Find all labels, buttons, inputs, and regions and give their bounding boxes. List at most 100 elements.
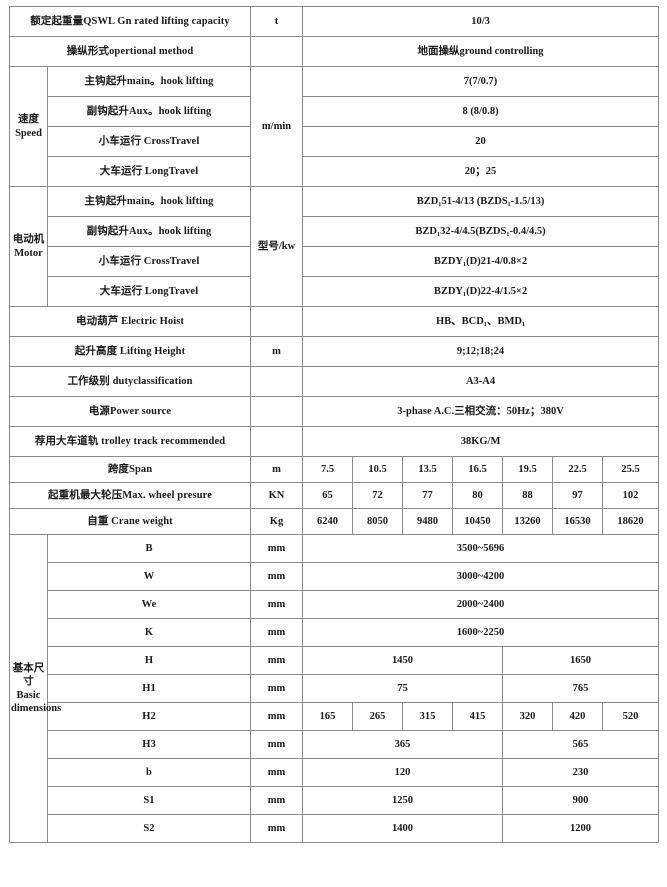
row-value-dim-k: 1600~2250 [302, 618, 660, 647]
row-label-speed-main-hook: 主钩起升main。hook lifting [46, 66, 252, 97]
row-value-speed-aux-hook: 8 (8/0.8) [302, 96, 660, 127]
row-value-trolley-track: 38KG/M [302, 426, 660, 457]
crane-weight-value-6: 16530 [552, 508, 604, 535]
row-value-dim-b-lower-right: 230 [502, 758, 660, 787]
span-value-2: 10.5 [352, 456, 404, 483]
row-label-speed-cross-travel: 小车运行 CrossTravel [46, 126, 252, 157]
row-unit-speed: m/min [250, 66, 304, 187]
crane-weight-value-2: 8050 [352, 508, 404, 535]
table-row-duty-classification: 工作级别 dutyclassification A3-A4 [8, 366, 660, 397]
table-row-dim-s1: S1 mm 1250 900 [10, 786, 660, 815]
span-value-7: 25.5 [602, 456, 660, 483]
wheel-pressure-value-7: 102 [602, 482, 660, 509]
row-label-lifting-height: 起升高度 Lifting Height [8, 336, 252, 367]
crane-weight-value-7: 18620 [602, 508, 660, 535]
row-unit-motor: 型号/kw [250, 186, 304, 307]
row-unit-power-source [250, 396, 304, 427]
row-unit-dim-h1: mm [250, 674, 304, 703]
crane-weight-value-3: 9480 [402, 508, 454, 535]
table-row-operational-method: 操纵形式opertional method 地面操纵ground control… [8, 36, 660, 67]
row-value-speed-main-hook: 7(7/0.7) [302, 66, 660, 97]
group-label-speed: 速度 Speed [9, 66, 48, 187]
table-row-dim-we: We mm 2000~2400 [10, 590, 660, 619]
crane-weight-value-5: 13260 [502, 508, 554, 535]
row-label-dim-b: B [46, 534, 252, 563]
wheel-pressure-value-3: 77 [402, 482, 454, 509]
table-row-dim-h1: H1 mm 75 765 [10, 674, 660, 703]
row-label-dim-s2: S2 [46, 814, 252, 843]
row-label-motor-aux-hook: 副钩起升Aux。hook lifting [46, 216, 252, 247]
row-label-operational-method: 操纵形式opertional method [8, 36, 252, 67]
table-row-crane-weight: 自重 Crane weight Kg 6240 8050 9480 10450 … [8, 508, 660, 535]
row-value-motor-aux-hook: BZD₁32-4/4.5(BZDS₁-0.4/4.5) [302, 216, 660, 247]
row-label-motor-main-hook: 主钩起升main。hook lifting [46, 186, 252, 217]
span-value-3: 13.5 [402, 456, 454, 483]
row-unit-dim-b-lower: mm [250, 758, 304, 787]
table-row-rated-capacity: 额定起重量QSWL Gn rated lifting capacity t 10… [8, 6, 660, 37]
table-row-electric-hoist: 电动葫芦 Electric Hoist HB、BCD₁、BMD₁ [8, 306, 660, 337]
table-row-speed-main-hook: 速度 Speed 主钩起升main。hook lifting m/min 7(7… [9, 66, 660, 187]
row-value-dim-h3-right: 565 [502, 730, 660, 759]
crane-specification-table: 额定起重量QSWL Gn rated lifting capacity t 10… [8, 6, 660, 843]
row-value-duty-classification: A3-A4 [302, 366, 660, 397]
row-unit-dim-h: mm [250, 646, 304, 675]
wheel-pressure-value-5: 88 [502, 482, 554, 509]
row-label-dim-h2: H2 [46, 702, 252, 731]
row-value-electric-hoist: HB、BCD₁、BMD₁ [302, 306, 660, 337]
table-row-dim-k: K mm 1600~2250 [10, 618, 660, 647]
table-row-dim-h2: H2 mm 165 265 315 415 320 420 520 [10, 702, 660, 731]
row-unit-crane-weight: Kg [250, 508, 304, 535]
table-row-speed-cross-travel: 小车运行 CrossTravel 20 [10, 126, 660, 157]
row-label-crane-weight: 自重 Crane weight [8, 508, 252, 535]
row-value-dim-s1-right: 900 [502, 786, 660, 815]
row-value-motor-cross-travel: BZDY₁(D)21-4/0.8×2 [302, 246, 660, 277]
row-value-dim-b: 3500~5696 [302, 534, 660, 563]
row-label-speed-long-travel: 大车运行 LongTravel [46, 156, 252, 187]
row-unit-dim-h3: mm [250, 730, 304, 759]
table-row-motor-cross-travel: 小车运行 CrossTravel BZDY₁(D)21-4/0.8×2 [10, 246, 660, 277]
row-label-wheel-pressure: 起重机最大轮压Max. wheel presure [8, 482, 252, 509]
span-value-1: 7.5 [302, 456, 354, 483]
row-value-dim-h-left: 1450 [302, 646, 504, 675]
row-label-trolley-track: 荐用大车道轨 trolley track recommended [8, 426, 252, 457]
dim-h2-right-1: 320 [502, 702, 554, 731]
table-row-trolley-track: 荐用大车道轨 trolley track recommended 38KG/M [8, 426, 660, 457]
table-row-speed-aux-hook: 副钩起升Aux。hook lifting 8 (8/0.8) [10, 96, 660, 127]
row-label-rated-capacity: 额定起重量QSWL Gn rated lifting capacity [8, 6, 252, 37]
table-row-dim-b-lower: b mm 120 230 [10, 758, 660, 787]
dim-h2-left-2: 265 [352, 702, 404, 731]
table-row-dim-s2: S2 mm 1400 1200 [10, 814, 660, 843]
table-row-speed-long-travel: 大车运行 LongTravel 20；25 [10, 156, 660, 187]
row-unit-dim-k: mm [250, 618, 304, 647]
row-unit-duty-classification [250, 366, 304, 397]
crane-weight-value-4: 10450 [452, 508, 504, 535]
row-label-dim-we: We [46, 590, 252, 619]
row-unit-trolley-track [250, 426, 304, 457]
table-row-lifting-height: 起升高度 Lifting Height m 9;12;18;24 [8, 336, 660, 367]
wheel-pressure-value-1: 65 [302, 482, 354, 509]
row-value-dim-h-right: 1650 [502, 646, 660, 675]
dim-h2-left-3: 315 [402, 702, 454, 731]
row-unit-dim-w: mm [250, 562, 304, 591]
dim-h2-right-3: 520 [602, 702, 660, 731]
row-value-dim-s2-right: 1200 [502, 814, 660, 843]
row-label-duty-classification: 工作级别 dutyclassification [8, 366, 252, 397]
row-unit-operational-method [250, 36, 304, 67]
row-value-dim-we: 2000~2400 [302, 590, 660, 619]
row-value-dim-h1-left: 75 [302, 674, 504, 703]
row-unit-span: m [250, 456, 304, 483]
row-unit-lifting-height: m [250, 336, 304, 367]
row-value-speed-long-travel: 20；25 [302, 156, 660, 187]
row-unit-electric-hoist [250, 306, 304, 337]
row-value-motor-long-travel: BZDY₁(D)22-4/1.5×2 [302, 276, 660, 307]
span-value-4: 16.5 [452, 456, 504, 483]
row-value-dim-s2-left: 1400 [302, 814, 504, 843]
row-label-speed-aux-hook: 副钩起升Aux。hook lifting [46, 96, 252, 127]
row-value-speed-cross-travel: 20 [302, 126, 660, 157]
row-value-dim-b-lower-left: 120 [302, 758, 504, 787]
row-unit-dim-s1: mm [250, 786, 304, 815]
row-unit-dim-s2: mm [250, 814, 304, 843]
crane-weight-value-1: 6240 [302, 508, 354, 535]
row-unit-wheel-pressure: KN [250, 482, 304, 509]
row-unit-dim-we: mm [250, 590, 304, 619]
